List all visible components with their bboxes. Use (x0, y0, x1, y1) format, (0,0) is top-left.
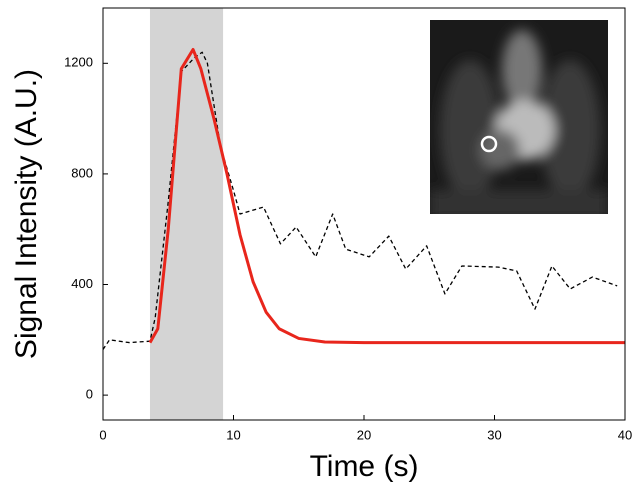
y-tick-label: 1200 (64, 55, 93, 70)
x-tick-label: 30 (487, 427, 501, 442)
x-tick-label: 40 (618, 427, 632, 442)
x-axis-label: Time (s) (310, 450, 419, 483)
shaded-region (149, 8, 224, 420)
y-tick-label: 400 (71, 276, 93, 291)
inset-tissue (430, 30, 608, 214)
x-tick-label: 20 (357, 427, 371, 442)
data-line (148, 47, 625, 345)
roi-circle (480, 135, 498, 153)
x-tick-label: 0 (99, 427, 106, 442)
y-tick-label: 0 (86, 387, 93, 402)
y-axis-label: Signal Intensity (A.U.) (10, 69, 43, 359)
plot-frame (102, 7, 626, 421)
x-tick-label: 10 (226, 427, 240, 442)
y-tick-label: 800 (71, 165, 93, 180)
inset-image (430, 20, 608, 214)
data-line (102, 51, 618, 350)
